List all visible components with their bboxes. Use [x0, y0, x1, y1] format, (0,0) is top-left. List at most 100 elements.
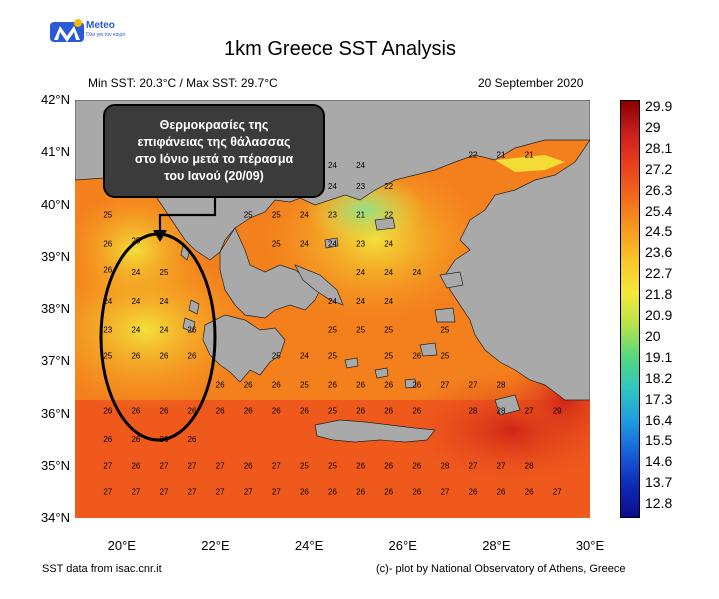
sst-label: 24 [356, 161, 365, 170]
sst-label: 26 [131, 352, 140, 361]
sst-label: 25 [160, 268, 169, 277]
sst-label: 25 [440, 326, 449, 335]
colorbar-label: 13.7 [645, 474, 673, 491]
sst-label: 23 [356, 239, 365, 248]
sst-label: 25 [272, 211, 281, 220]
sst-label: 27 [272, 461, 281, 470]
sst-label: 23 [356, 182, 365, 191]
latitude-tick: 41°N [40, 144, 70, 160]
latitude-tick: 37°N [40, 353, 70, 369]
longitude-tick: 30°E [575, 538, 605, 553]
sst-label: 26 [160, 407, 169, 416]
sst-label: 26 [300, 407, 309, 416]
sst-label: 26 [300, 488, 309, 497]
sst-label: 26 [384, 488, 393, 497]
colorbar-label: 20.9 [645, 307, 673, 323]
sst-label: 26 [103, 435, 112, 444]
sst-label: 23 [103, 326, 112, 335]
sst-label: 24 [356, 297, 365, 306]
sst-label: 24 [300, 352, 309, 361]
sst-label: 27 [188, 488, 197, 497]
latitude-tick: 34°N [40, 510, 70, 525]
sst-label: 27 [440, 488, 449, 497]
colorbar-label: 20 [645, 327, 661, 344]
colorbar-label: 19.1 [645, 348, 673, 365]
sst-label: 25 [300, 380, 309, 389]
sst-label: 27 [525, 407, 534, 416]
sst-label: 26 [356, 380, 365, 389]
sst-label: 24 [384, 297, 393, 306]
map-title: 1km Greece SST Analysis [224, 38, 456, 60]
sst-label: 24 [328, 161, 337, 170]
colorbar-label: 25.4 [645, 202, 673, 219]
sst-label: 26 [188, 326, 197, 335]
sst-label: 26 [272, 407, 281, 416]
sst-label: 26 [412, 380, 421, 389]
data-source: SST data from isac.cnr.it [42, 563, 162, 575]
sst-label: 27 [272, 488, 281, 497]
sst-label: 26 [412, 461, 421, 470]
sst-label: 25 [384, 352, 393, 361]
sst-label: 23 [328, 211, 337, 220]
sst-label: 26 [188, 352, 197, 361]
sst-label: 27 [160, 461, 169, 470]
sst-label: 27 [160, 488, 169, 497]
sst-label: 27 [469, 461, 478, 470]
sst-label: 25 [300, 461, 309, 470]
sst-label: 26 [356, 461, 365, 470]
sst-label: 29 [553, 407, 562, 416]
sst-label: 21 [497, 151, 506, 160]
annotation-callout: Θερμοκρασίες της επιφάνειας της θάλασσας… [103, 104, 325, 198]
colorbar-label: 27.2 [645, 160, 673, 177]
temperature-colorbar [620, 100, 640, 518]
sst-label: 27 [244, 488, 253, 497]
latitude-tick: 36°N [40, 405, 70, 421]
sst-label: 24 [328, 239, 337, 248]
analysis-date: 20 September 2020 [478, 76, 584, 90]
sst-label: 26 [216, 380, 225, 389]
longitude-tick: 20°E [107, 538, 136, 553]
longitude-tick: 22°E [201, 538, 230, 553]
sst-label: 22 [384, 182, 393, 191]
sst-label: 25 [328, 461, 337, 470]
longitude-tick: 24°E [294, 538, 324, 553]
sst-label: 26 [131, 435, 140, 444]
sst-label: 26 [103, 407, 112, 416]
sst-label: 25 [328, 352, 337, 361]
logo-tagline: Όλα για τον καιρό [86, 32, 126, 38]
sst-label: 28 [497, 380, 506, 389]
latitude-tick: 39°N [40, 248, 70, 264]
sst-label: 26 [131, 407, 140, 416]
sst-label: 26 [272, 380, 281, 389]
colorbar-label: 17.3 [645, 390, 673, 407]
plot-credit: (c)- plot by National Observatory of Ath… [376, 563, 626, 575]
colorbar-label: 26.3 [645, 181, 673, 198]
logo-name: Meteo [86, 20, 115, 31]
sst-label: 26 [356, 407, 365, 416]
colorbar-label: 14.6 [645, 453, 673, 470]
latitude-tick: 35°N [40, 457, 70, 473]
latitude-tick: 40°N [40, 196, 70, 212]
sst-label: 27 [497, 461, 506, 470]
sst-label: 24 [328, 297, 337, 306]
sst-label: 26 [469, 488, 478, 497]
min-max-sst: Min SST: 20.3°C / Max SST: 29.7°C [88, 76, 278, 90]
longitude-tick: 28°E [482, 538, 511, 553]
colorbar-label: 29 [645, 118, 661, 135]
sst-label: 26 [160, 352, 169, 361]
latitude-tick: 42°N [40, 92, 70, 107]
sst-label: 24 [356, 268, 365, 277]
sst-label: 25 [440, 352, 449, 361]
sst-label: 26 [188, 407, 197, 416]
sst-label: 26 [497, 488, 506, 497]
sst-label: 21 [525, 151, 534, 160]
sst-label: 24 [328, 182, 337, 191]
sst-label: 25 [272, 352, 281, 361]
sst-label: 26 [188, 435, 197, 444]
sst-label: 25 [244, 211, 253, 220]
sst-label: 26 [412, 407, 421, 416]
sst-label: 26 [412, 488, 421, 497]
sst-label: 27 [131, 488, 140, 497]
sst-label: 28 [525, 461, 534, 470]
sst-label: 26 [160, 435, 169, 444]
